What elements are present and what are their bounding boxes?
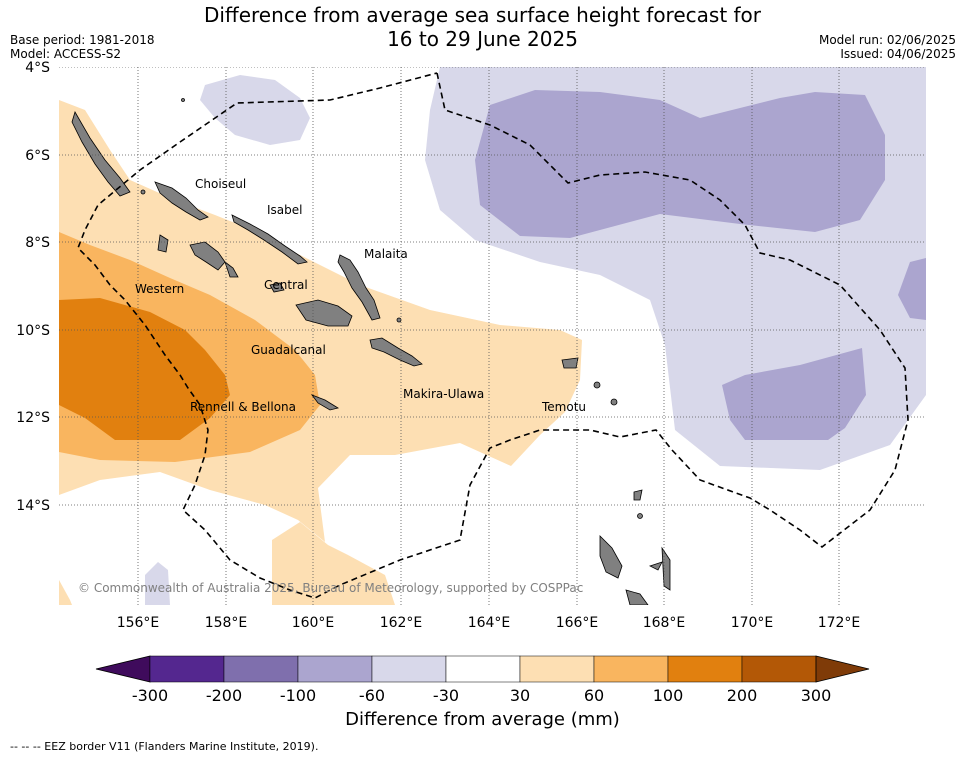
anomaly-positive-light-region [59,580,72,605]
colorbar-tick-label: 60 [584,686,604,705]
map-plot-area: Choiseul Isabel Malaita Western Central … [59,67,926,605]
chart-title-line2: 16 to 29 June 2025 [387,27,578,51]
colorbar-tick-label: 30 [510,686,530,705]
colorbar-segment [297,655,373,683]
lat-label: 6°S [25,148,50,164]
lon-label: 160°E [292,615,335,631]
colorbar-segment [371,655,447,683]
island-tikopia [593,381,601,389]
colorbar-segment [445,655,521,683]
colorbar-extend-max [815,655,870,683]
lat-label: 10°S [16,323,50,339]
colorbar-tick-label: -200 [206,686,242,705]
island-isabel [231,214,308,265]
island-espiritu-santo [599,535,623,579]
region-label-rennell-bellona: Rennell & Bellona [190,400,296,414]
colorbar-tick-label: 200 [727,686,758,705]
colorbar-title: Difference from average (mm) [345,709,620,730]
island-guadalcanal [295,299,353,327]
lon-label: 170°E [731,615,774,631]
region-label-malaita: Malaita [364,247,408,261]
anomaly-negative-light-region [145,562,170,605]
anomaly-negative-medium-region [475,90,885,238]
island-vella-lavella [157,234,169,253]
anomaly-negative-medium-region [898,258,926,320]
anomaly-positive-strong-region [59,298,230,440]
region-label-temotu: Temotu [541,400,586,414]
island-bougainville [71,110,131,197]
island-anuta [610,398,618,406]
island-florida [269,282,285,293]
region-label-central: Central [264,278,308,292]
model-name: Model: ACCESS-S2 [10,47,122,61]
colorbar-tick-label: 100 [653,686,684,705]
island-rennell [310,394,340,411]
copyright-notice: © Commonwealth of Australia 2025, Bureau… [78,581,583,595]
model-run: Model run: 02/06/2025 [818,33,956,47]
base-period: Base period: 1981-2018 [10,33,155,47]
colorbar-tick-label: -300 [132,686,168,705]
island-small [140,189,146,195]
lat-label: 12°S [16,410,50,426]
colorbar-extend-min [95,655,151,683]
anomaly-negative-light-region [200,75,310,145]
region-label-makira-ulawa: Makira-Ulawa [403,387,484,401]
lat-label: 14°S [16,498,50,514]
gridlines [59,67,926,605]
colorbar-segment [741,655,817,683]
island-pentecost [661,546,671,591]
colorbar-tick-label: 300 [801,686,832,705]
colorbar-segment [223,655,299,683]
lon-label: 172°E [818,615,861,631]
island-santa-cruz [561,357,579,369]
island-small [637,513,643,519]
island-ambae [648,561,663,571]
issued-date: Issued: 04/06/2025 [840,47,956,61]
region-label-western: Western [135,282,184,296]
colorbar-tick-label: -60 [359,686,385,705]
lon-label: 156°E [117,615,160,631]
eez-legend: -- -- -- EEZ border V11 (Flanders Marine… [10,740,319,753]
colorbar-segment [667,655,743,683]
lon-label: 168°E [643,615,686,631]
region-label-guadalcanal: Guadalcanal [251,343,326,357]
colorbar-segment [593,655,669,683]
lat-label: 8°S [25,235,50,251]
lon-label: 164°E [468,615,511,631]
island-choiseul [154,181,209,221]
island-new-georgia [189,241,226,271]
colorbar [95,655,870,683]
region-label-isabel: Isabel [267,203,302,217]
island-malaita [337,254,381,321]
island-vanua-lava [633,489,643,501]
lat-label: 4°S [25,60,50,76]
colorbar-segment [519,655,595,683]
region-label-choiseul: Choiseul [195,177,246,191]
solomon-islands-landmass [71,98,671,605]
island-rendova [224,260,239,278]
island-malekula [625,589,649,605]
lon-label: 166°E [556,615,599,631]
eez-border [77,72,909,599]
colorbar-tick-label: -30 [433,686,459,705]
island-makira [369,337,423,367]
island-small [181,98,185,102]
chart-title-line1: Difference from average sea surface heig… [203,3,762,27]
colorbar-segment [149,655,225,683]
lon-label: 162°E [380,615,423,631]
anomaly-positive-light-region [272,522,395,605]
lon-label: 158°E [205,615,248,631]
island-small [396,317,402,323]
colorbar-tick-label: -100 [280,686,316,705]
